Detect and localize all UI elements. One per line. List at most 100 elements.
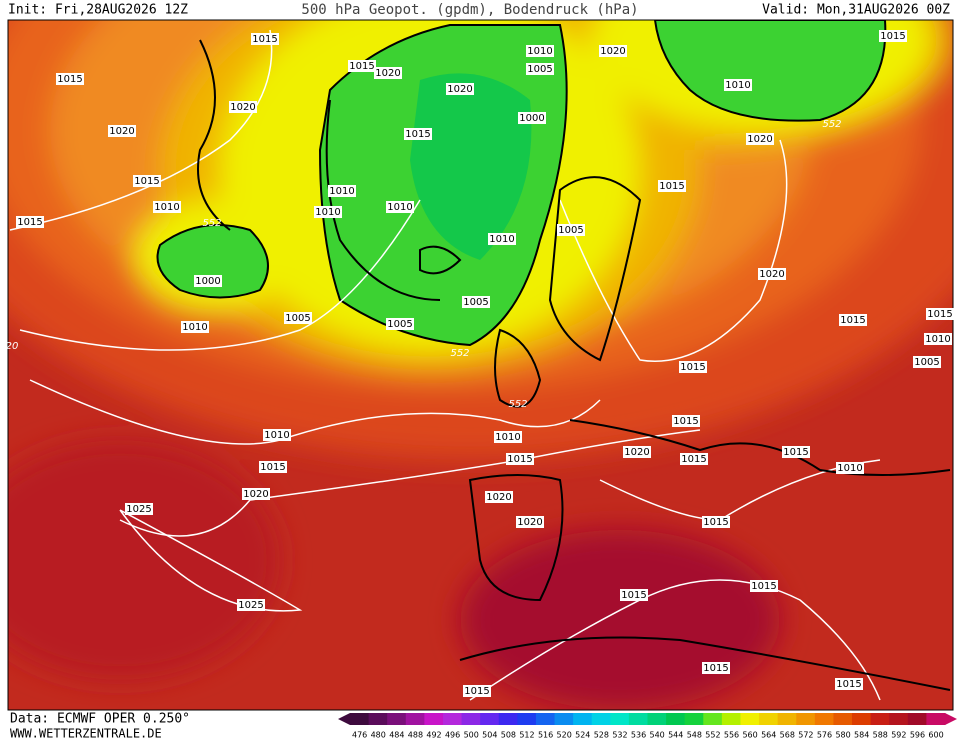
- scale-swatch: [498, 713, 518, 725]
- isobar-label: 1020: [624, 447, 649, 458]
- isobar-label: 1010: [154, 202, 179, 213]
- data-source: Data: ECMWF OPER 0.250°: [10, 712, 190, 727]
- scale-label: 584: [854, 731, 869, 740]
- isobar-label: 1015: [673, 416, 698, 427]
- scale-label: 544: [668, 731, 683, 740]
- scale-label: 524: [575, 731, 590, 740]
- scale-swatch: [405, 713, 425, 725]
- isobar-label: 1015: [681, 454, 706, 465]
- isobar-label: 1020: [375, 68, 400, 79]
- scale-label: 536: [631, 731, 646, 740]
- scale-swatch: [721, 713, 741, 725]
- isobar-label: 1005: [285, 313, 310, 324]
- scale-swatch: [666, 713, 686, 725]
- isobar-label: 1020: [243, 489, 268, 500]
- isobar-label: 1020: [447, 84, 472, 95]
- isobar-label: 1015: [507, 454, 532, 465]
- scale-label: 576: [817, 731, 832, 740]
- isobar-label: 1015: [703, 517, 728, 528]
- isobar-label: 1015: [659, 181, 684, 192]
- isobar-label: 1005: [914, 357, 939, 368]
- isobar-label: 1015: [17, 217, 42, 228]
- label-box: [680, 453, 708, 465]
- label-box: [488, 233, 516, 245]
- scale-label: 600: [928, 731, 943, 740]
- scale-label: 528: [594, 731, 609, 740]
- low-area: [653, 20, 887, 122]
- scale-label: 540: [650, 731, 665, 740]
- label-box: [462, 296, 490, 308]
- coastlines: [197, 39, 951, 691]
- label-box: [485, 491, 513, 503]
- scale-label: 480: [371, 731, 386, 740]
- site: WWW.WETTERZENTRALE.DE: [10, 727, 162, 741]
- isobar-label: 1005: [527, 64, 552, 75]
- isobar-label: 1010: [315, 207, 340, 218]
- label-box: [518, 112, 546, 124]
- label-box: [924, 333, 952, 345]
- scale-label: 568: [780, 731, 795, 740]
- isobar-label: 1010: [329, 186, 354, 197]
- isobar-label: 1010: [489, 234, 514, 245]
- scale-label: 492: [426, 731, 441, 740]
- isobar-label: 552: [508, 399, 527, 410]
- label-box: [237, 599, 265, 611]
- label-box: [679, 361, 707, 373]
- scale-swatch: [517, 713, 537, 725]
- scale-swatch: [889, 713, 909, 725]
- label-box: [750, 580, 778, 592]
- isobar-label: 20: [6, 341, 19, 352]
- label-box: [348, 60, 376, 72]
- isobar-label: 1015: [927, 309, 952, 320]
- scale-label: 488: [408, 731, 423, 740]
- scale-swatch: [535, 713, 556, 725]
- scale-label: 596: [910, 731, 925, 740]
- valid-text: Valid: Mon,31AUG2026 00Z: [762, 3, 950, 18]
- label-box: [314, 206, 342, 218]
- label-box: [879, 30, 907, 42]
- scale-swatch: [424, 713, 444, 725]
- label-box: [251, 33, 279, 45]
- scale-swatch: [740, 713, 760, 725]
- isobar-label: 1025: [238, 600, 263, 611]
- label-box: [133, 175, 161, 187]
- isobar-label: 1020: [600, 46, 625, 57]
- scale-swatch: [591, 713, 611, 725]
- label-box: [623, 446, 651, 458]
- scale-swatch: [350, 713, 370, 725]
- isobar-label: 1000: [519, 113, 544, 124]
- scale-label: 572: [798, 731, 813, 740]
- scale-label: 560: [742, 731, 757, 740]
- scale-swatch: [573, 713, 593, 725]
- isobar-label: 1010: [837, 463, 862, 474]
- label-box: [724, 79, 752, 91]
- label-box: [194, 275, 222, 287]
- isobar-label: 1000: [195, 276, 220, 287]
- label-box: [263, 429, 291, 441]
- label-box: [516, 516, 544, 528]
- isobar-label: 1005: [387, 319, 412, 330]
- color-scale: 476 480 484 488 492 496 500 504 508 512 516 520 524 5…: [338, 713, 957, 740]
- scale-swatch: [870, 713, 890, 725]
- label-box: [672, 415, 700, 427]
- isobar-label: 552: [822, 119, 841, 130]
- scale-label: 564: [761, 731, 776, 740]
- isobar-label: 1015: [840, 315, 865, 326]
- scale-swatch: [387, 713, 407, 725]
- scale-swatch: [759, 713, 779, 725]
- label-box: [463, 685, 491, 697]
- label-box: [702, 662, 730, 674]
- init-text: Init: Fri,28AUG2026 12Z: [8, 3, 188, 18]
- scale-label: 512: [519, 731, 534, 740]
- scale-swatch: [461, 713, 481, 725]
- label-box: [506, 453, 534, 465]
- label-box: [599, 45, 627, 57]
- scale-label: 516: [538, 731, 553, 740]
- isobar-label: 1015: [836, 679, 861, 690]
- isobar-label: 1020: [759, 269, 784, 280]
- label-box: [446, 83, 474, 95]
- isobar-label: 1015: [260, 462, 285, 473]
- isobar-label: 1010: [527, 46, 552, 57]
